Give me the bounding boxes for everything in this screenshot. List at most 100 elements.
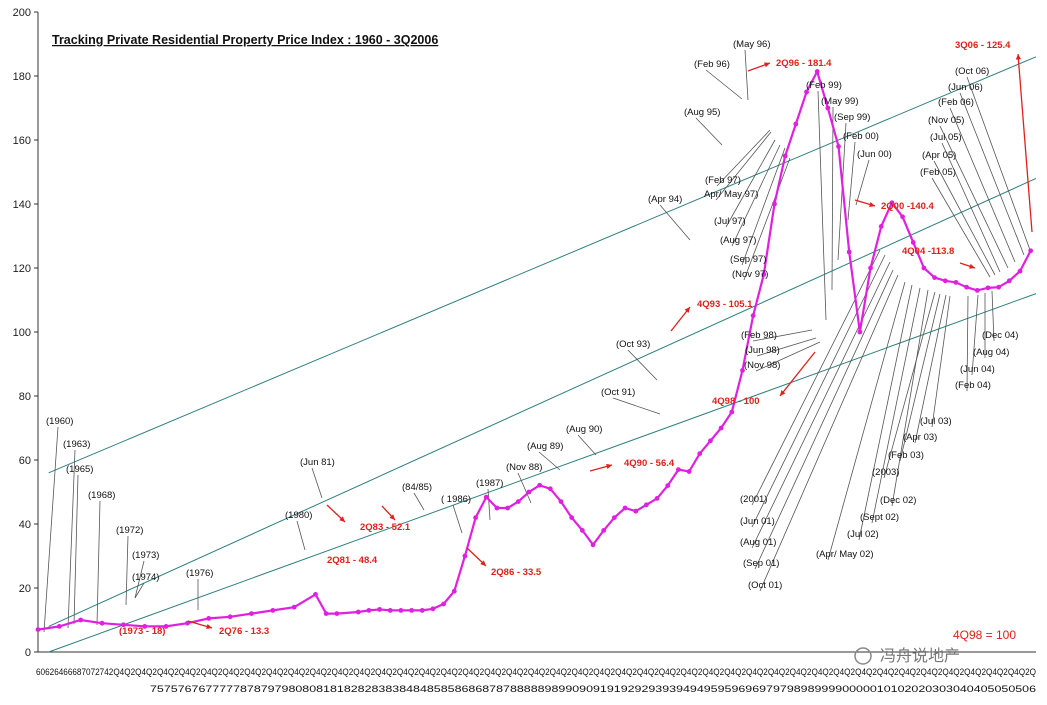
data-point: [142, 624, 148, 629]
annotation-leader-line: [939, 125, 1009, 269]
data-point: [1017, 268, 1023, 274]
annotation-leader-line: [949, 107, 1016, 263]
y-tick-label: 100: [13, 327, 31, 339]
annotation-label: (Nov 05): [928, 115, 964, 126]
annotation-arrowhead: [969, 263, 975, 269]
annotation-label: (Feb 97): [705, 175, 741, 186]
annotation-leader-line: [741, 147, 786, 266]
annotation-label: (Feb 00): [843, 131, 879, 142]
data-point: [206, 616, 212, 621]
data-point: [120, 622, 126, 628]
annotation-label-red: 2Q86 - 33.5: [491, 567, 542, 578]
annotation-leader-line: [725, 139, 776, 228]
annotation-leader-line: [891, 289, 929, 507]
annotation-label: Apr/ May 97): [704, 189, 758, 200]
annotation-arrow: [1017, 53, 1033, 233]
annotation-leader-line: [612, 397, 661, 415]
annotation-label: (Feb 03): [888, 450, 924, 461]
data-point: [985, 285, 991, 291]
annotation-leader-line: [966, 76, 1031, 251]
data-point: [718, 425, 724, 431]
data-point: [782, 153, 788, 159]
annotation-label: (May 99): [821, 96, 858, 107]
annotation-label: (Feb 06): [938, 97, 974, 108]
annotation-label: (Sept 02): [860, 512, 899, 523]
trend-lines-group: [48, 56, 1037, 653]
data-point: [761, 272, 767, 277]
data-point: [622, 505, 628, 511]
annotation-leader-line: [538, 451, 561, 471]
data-point: [366, 608, 372, 613]
annotation-label: (1963): [63, 439, 90, 450]
annotation-leader-line: [695, 117, 723, 146]
data-point: [185, 620, 190, 626]
data-point: [644, 502, 649, 508]
annotation-arrowhead: [869, 201, 875, 207]
data-point: [35, 627, 41, 632]
annotation-label: (Aug 97): [720, 235, 756, 246]
annotation-leader-line: [67, 449, 76, 629]
annotation-arrowhead: [206, 623, 212, 629]
data-point: [451, 588, 457, 594]
data-point: [227, 614, 233, 620]
annotation-label: (1973): [132, 550, 159, 561]
data-point: [633, 508, 639, 514]
data-point: [825, 105, 831, 111]
data-point: [409, 608, 414, 613]
y-tick-label: 160: [13, 135, 31, 147]
annotation-arrowhead: [684, 307, 690, 313]
y-tick-label: 60: [19, 455, 31, 467]
annotation-leader-line: [577, 434, 597, 456]
data-point: [163, 624, 169, 629]
annotation-leader-line: [659, 204, 691, 241]
annotation-label: (Jul 05): [930, 132, 962, 143]
annotation-label-red: 2Q96 - 181.4: [776, 58, 832, 69]
data-point: [56, 624, 62, 629]
annotation-leader-line: [751, 261, 891, 549]
annotation-label: (Jun 81): [300, 457, 335, 468]
data-point: [846, 249, 852, 255]
data-point: [419, 608, 425, 613]
annotation-leader-line: [847, 141, 856, 221]
data-point: [708, 438, 713, 444]
data-point: [1006, 278, 1012, 284]
annotation-leader-line: [744, 49, 749, 101]
annotation-label: (Sep 99): [834, 112, 870, 123]
data-point: [249, 611, 254, 616]
series-line: [37, 68, 1032, 631]
data-point: [494, 505, 500, 511]
annotation-label: (1980): [285, 510, 312, 521]
annotation-label: (Apr/ May 02): [816, 549, 874, 560]
annotation-leader-line: [134, 582, 145, 599]
annotation-label: (Jul 02): [847, 529, 879, 540]
annotation-label: (Feb 99): [806, 80, 842, 91]
annotation-arrowhead: [389, 514, 395, 520]
annotation-leader-line: [855, 159, 870, 206]
x-axis-label-row1: 60626466687072742Q4Q2Q4Q2Q4Q2Q4Q2Q4Q2Q4Q…: [36, 667, 1036, 677]
y-tick-label: 40: [19, 519, 31, 531]
annotation-leader-line: [296, 520, 306, 551]
annotation-label: (Aug 01): [740, 537, 776, 548]
data-point: [740, 368, 745, 373]
annotation-label: (Oct 01): [748, 580, 782, 591]
data-point: [878, 224, 884, 229]
data-point: [579, 528, 585, 533]
data-point: [729, 409, 735, 415]
annotation-leader-line: [827, 281, 906, 561]
annotation-label-red: 4Q04 -113.8: [902, 246, 954, 257]
annotation-leader-line: [751, 254, 886, 528]
y-tick-label: 140: [13, 199, 31, 211]
data-point: [537, 482, 543, 488]
y-tick-label: 80: [19, 391, 31, 403]
annotation-label: (2001): [740, 494, 767, 505]
annotation-label: (Dec 04): [982, 330, 1018, 341]
annotation-label: (2003): [872, 467, 899, 478]
annotation-label: (Aug 95): [684, 107, 720, 118]
data-point: [611, 515, 617, 520]
annotation-arrow: [779, 351, 816, 397]
annotation-leader-line: [931, 295, 951, 428]
data-point: [462, 553, 468, 559]
annotation-label: (Sep 97): [730, 254, 766, 265]
data-point: [430, 606, 436, 612]
